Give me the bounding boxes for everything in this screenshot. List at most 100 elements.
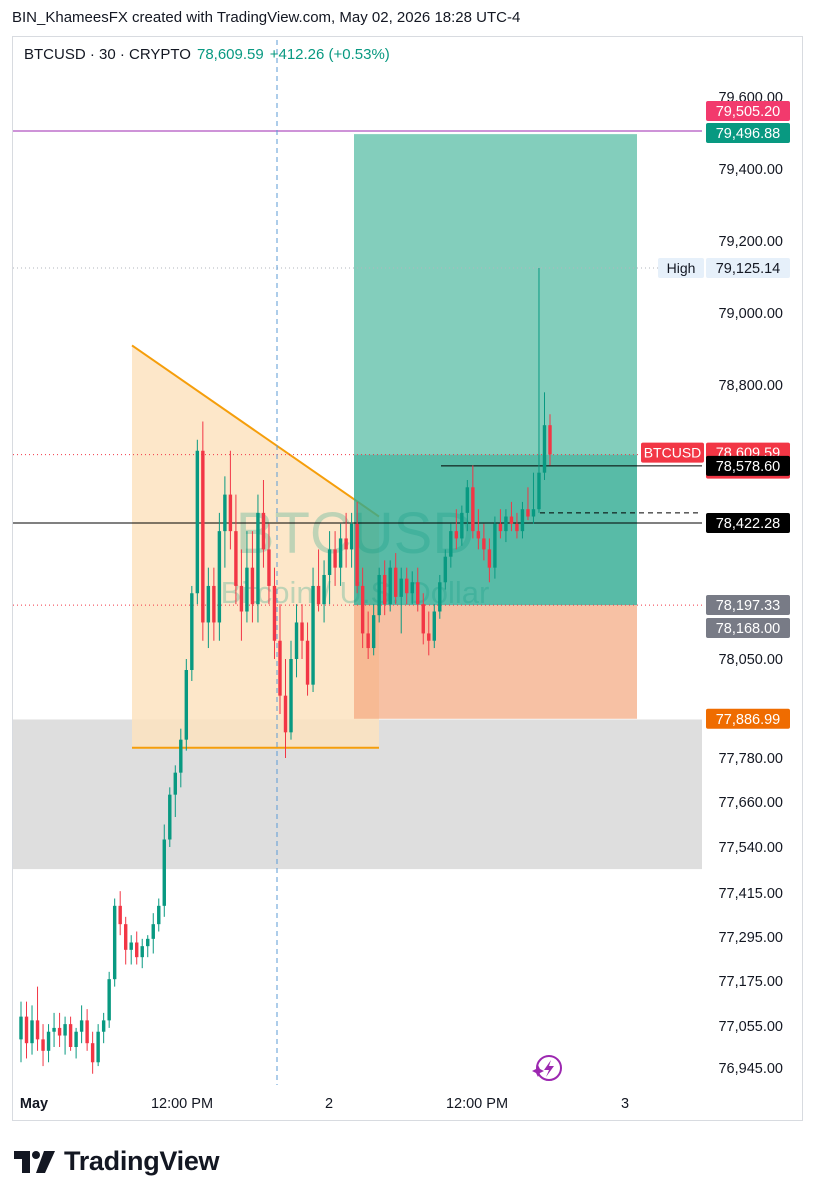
candle-body [487,549,492,568]
candle-body [57,1027,62,1036]
candle-body [234,531,238,586]
candle-body [498,523,503,532]
candle-body [460,512,464,539]
y-axis-tick-label: 77,295.00 [718,930,783,946]
candle-body [212,585,216,623]
price-label-text: 78,422.28 [716,516,781,532]
candle-body [504,516,508,532]
candle-body [382,574,387,605]
candle-body [399,578,403,597]
candle-body [322,574,326,605]
price-label-bg [706,257,790,278]
candle-body [327,549,332,575]
lightning-icon[interactable] [532,1055,562,1081]
candle-body [63,1024,67,1036]
y-axis-tick-label: 79,400.00 [718,162,783,178]
candle-body [30,1020,34,1044]
candle-body [24,1016,29,1044]
candle-body [471,487,475,532]
candle-body [129,942,133,950]
candle-body [542,425,547,473]
x-axis-tick-label: 12:00 PM [151,1096,213,1112]
candle-body [454,531,459,539]
price-label-bg [706,512,790,533]
y-axis-tick-label: 77,660.00 [718,795,783,811]
price-label-text: 78,197.33 [716,598,781,614]
candle-body [493,523,497,568]
price-label-tag-bg [641,442,704,463]
candle-body [449,531,453,557]
candle-body [272,585,277,641]
price-label-bg [706,595,790,615]
triangle-pattern-fill[interactable] [132,345,379,748]
y-axis-tick-label: 77,540.00 [718,840,783,856]
candle-body [168,794,172,840]
candle-body [438,582,442,612]
y-axis-tick-label: 78,050.00 [718,652,783,668]
candle-body [443,556,448,583]
lightning-icon-bolt [544,1060,554,1077]
price-label-bg [706,101,790,121]
price-label-text: 78,168.00 [716,621,781,637]
candle-body [283,695,288,733]
candle-body [245,567,249,612]
y-axis-tick-label: 77,780.00 [718,751,783,767]
legend-symbol[interactable]: BTCUSD · 30 · CRYPTO [24,46,191,63]
candle-body [101,1020,106,1032]
candle-body [228,494,233,532]
tradingview-logo[interactable]: TradingView [14,1146,220,1177]
candle-body [140,946,144,958]
candle-body [371,615,376,649]
y-axis-tick-label: 76,945.00 [718,1061,783,1077]
triangle-upper-trendline[interactable] [131,344,380,518]
candle-body [107,979,111,1021]
watermark-symbol: BTCUSD [236,501,474,566]
candle-body [96,1031,100,1063]
candle-body [305,640,310,685]
candle-body [405,578,409,594]
price-label-tag: High [667,260,696,276]
price-label-text: 77,886.99 [716,712,781,728]
candle-body [184,670,189,740]
tradingview-logo-icon [14,1150,55,1173]
candle-body [515,523,519,532]
candle-body [344,538,348,550]
candle-body [179,739,183,773]
candle-body [355,523,359,586]
candle-body [118,905,122,925]
price-label-text: 78,578.60 [716,459,781,475]
chart-frame [12,36,803,1121]
x-axis-tick-label: 12:00 PM [446,1096,508,1112]
candle-body [195,450,200,594]
candle-body [52,1027,56,1032]
candle-body [68,1024,73,1047]
x-axis-tick-label: May [20,1096,48,1112]
candle-body [531,509,536,517]
candle-body [416,582,420,605]
candle-body [112,905,117,980]
candle-body [520,509,525,532]
candle-body [250,567,255,605]
candle-body [173,772,177,795]
y-axis-tick-label: 77,175.00 [718,974,783,990]
candle-body [316,585,321,605]
position-stop-zone[interactable] [354,605,637,719]
y-axis-tick-label: 79,200.00 [718,234,783,250]
candle-body [427,633,431,641]
price-label-bg [706,455,790,476]
sparkle-icon [532,1065,544,1077]
price-label-text: 79,496.88 [716,126,781,142]
candle-body [135,942,139,958]
candle-body [267,549,271,586]
candle-body [482,538,486,550]
candle-body [366,633,370,649]
candle-body [294,622,299,659]
candle-body [333,549,337,568]
candle-body [162,839,166,906]
legend-change: +412.26 (+0.53%) [269,46,390,63]
y-axis-tick-label: 77,415.00 [718,886,783,902]
candle-body [223,494,227,532]
price-label-tag: BTCUSD [644,445,702,461]
price-label-bg [706,123,790,143]
